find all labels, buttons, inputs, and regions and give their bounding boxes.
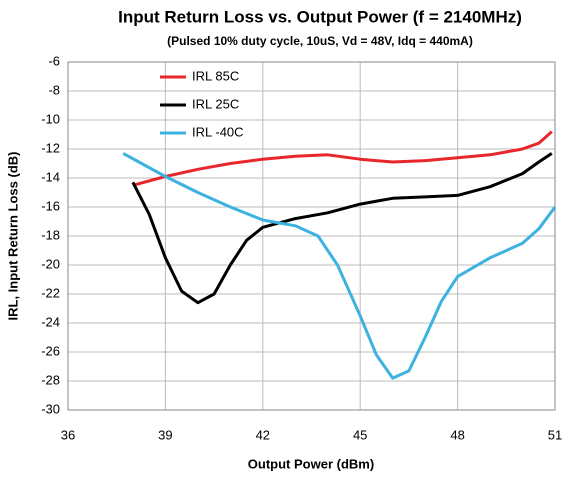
- x-tick-label: 36: [61, 427, 75, 442]
- chart-title: Input Return Loss vs. Output Power (f = …: [118, 7, 522, 26]
- y-tick-label: -24: [41, 314, 60, 329]
- y-tick-label: -10: [41, 111, 60, 126]
- series-line: [132, 130, 553, 187]
- y-tick-label: -12: [41, 140, 60, 155]
- y-tick-label: -14: [41, 169, 60, 184]
- x-tick-label: 39: [158, 427, 172, 442]
- plot-frame: [67, 61, 556, 411]
- y-tick-label: -28: [41, 372, 60, 387]
- x-tick-label: 45: [353, 427, 367, 442]
- legend-label: IRL -40C: [192, 124, 244, 139]
- y-tick-label: -6: [48, 53, 60, 68]
- y-tick-label: -8: [48, 82, 60, 97]
- y-tick-label: -22: [41, 285, 60, 300]
- y-axis-label: IRL, Input Return Loss (dB): [5, 152, 20, 321]
- legend-label: IRL 85C: [192, 68, 239, 83]
- x-tick-label: 42: [256, 427, 270, 442]
- x-tick-label: 51: [548, 427, 562, 442]
- y-tick-label: -20: [41, 256, 60, 271]
- y-tick-label: -18: [41, 227, 60, 242]
- x-axis-label: Output Power (dBm): [248, 456, 374, 471]
- series-line: [131, 152, 553, 305]
- y-tick-label: -16: [41, 198, 60, 213]
- y-tick-label: -26: [41, 343, 60, 358]
- y-tick-label: -30: [41, 401, 60, 416]
- chart-subtitle: (Pulsed 10% duty cycle, 10uS, Vd = 48V, …: [167, 34, 473, 48]
- series-line: [122, 152, 557, 380]
- x-tick-label: 48: [450, 427, 464, 442]
- legend-label: IRL 25C: [192, 96, 239, 111]
